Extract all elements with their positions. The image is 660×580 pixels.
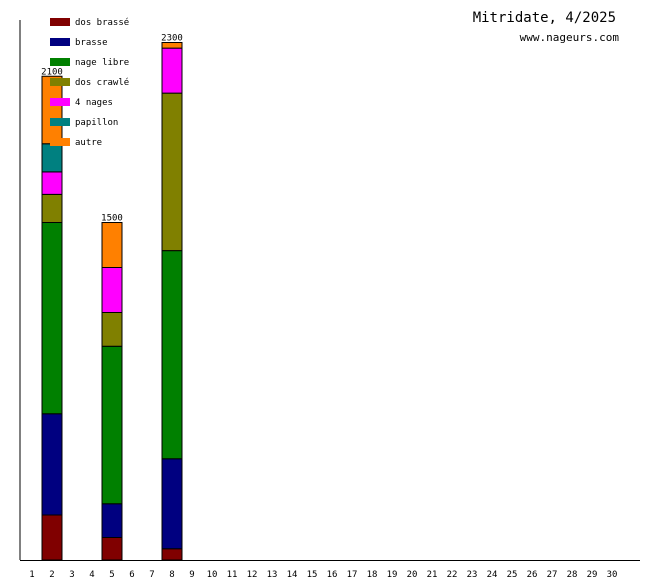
bar-total-label: 2100 <box>41 67 63 77</box>
x-tick-label: 12 <box>247 570 258 580</box>
legend-swatch <box>50 38 70 46</box>
x-tick-label: 1 <box>29 570 34 580</box>
legend-swatch <box>50 98 70 106</box>
x-tick-label: 22 <box>447 570 458 580</box>
totals-layer: 2100 1500 2300 <box>41 34 183 224</box>
x-tick-label: 17 <box>347 570 358 580</box>
bar-segment <box>41 193 63 223</box>
legend-label: dos crawlé <box>75 77 129 88</box>
x-tick-label: 15 <box>307 570 318 580</box>
legend-label: nage libre <box>75 58 129 68</box>
bar-segment <box>161 548 183 561</box>
x-tick-label: 6 <box>129 570 134 580</box>
legend: dos brassé brasse nage libre dos crawlé 4 na… <box>50 17 129 148</box>
x-tick-label: 14 <box>287 570 298 580</box>
bar-segment <box>41 143 63 173</box>
x-tick-label: 24 <box>487 570 498 580</box>
bar-total-label: 2300 <box>161 34 183 44</box>
legend-label: autre <box>75 138 102 148</box>
legend-label: dos brassé <box>75 17 129 28</box>
x-tick-label: 23 <box>467 570 478 580</box>
x-tick-label: 10 <box>207 570 218 580</box>
legend-swatch <box>50 138 70 146</box>
x-tick-label: 30 <box>607 570 618 580</box>
legend-swatch <box>50 78 70 86</box>
x-tick-label: 5 <box>109 570 114 580</box>
bar-segment <box>41 514 63 561</box>
x-tick-label: 26 <box>527 570 538 580</box>
legend-swatch <box>50 18 70 26</box>
bar-segment <box>41 222 63 415</box>
x-tick-labels: 1 2 3 4 5 6 7 8 9 10 11 12 13 14 15 16 17 18 19 20 21 22 23 24 2… <box>29 570 617 580</box>
bar-total-label: 1500 <box>101 214 123 224</box>
x-tick-label: 27 <box>547 570 558 580</box>
bar-segment <box>161 47 183 94</box>
x-tick-label: 21 <box>427 570 438 580</box>
x-tick-label: 19 <box>387 570 398 580</box>
x-tick-label: 29 <box>587 570 598 580</box>
bar-segment <box>161 458 183 550</box>
bar-segment <box>101 345 123 505</box>
x-tick-label: 11 <box>227 570 238 580</box>
x-tick-label: 16 <box>327 570 338 580</box>
x-tick-label: 2 <box>49 570 54 580</box>
bar-segment <box>41 171 63 195</box>
bar-segment <box>101 222 123 268</box>
bar-segment <box>161 92 183 252</box>
bar-segment <box>161 42 183 49</box>
legend-swatch <box>50 118 70 126</box>
x-tick-label: 25 <box>507 570 518 580</box>
legend-label: 4 nages <box>75 98 113 108</box>
bar-segment <box>41 75 63 145</box>
chart-title: Mitridate, 4/2025 <box>473 10 616 26</box>
legend-swatch <box>50 58 70 66</box>
legend-label: papillon <box>75 118 118 128</box>
bar-segment <box>101 537 123 561</box>
x-tick-label: 20 <box>407 570 418 580</box>
x-tick-label: 4 <box>89 570 94 580</box>
bar-segment <box>101 267 123 313</box>
x-tick-label: 18 <box>367 570 378 580</box>
bar-segment <box>101 503 123 538</box>
x-tick-label: 3 <box>69 570 74 580</box>
bar-segment <box>101 312 123 347</box>
bar-segment <box>41 413 63 516</box>
x-tick-label: 7 <box>149 570 154 580</box>
x-tick-label: 8 <box>169 570 174 580</box>
chart-subtitle: www.nageurs.com <box>520 31 620 44</box>
x-tick-label: 28 <box>567 570 578 580</box>
x-tick-label: 13 <box>267 570 278 580</box>
x-tick-label: 9 <box>189 570 194 580</box>
bar-segment <box>161 250 183 460</box>
legend-label: brasse <box>75 38 108 48</box>
